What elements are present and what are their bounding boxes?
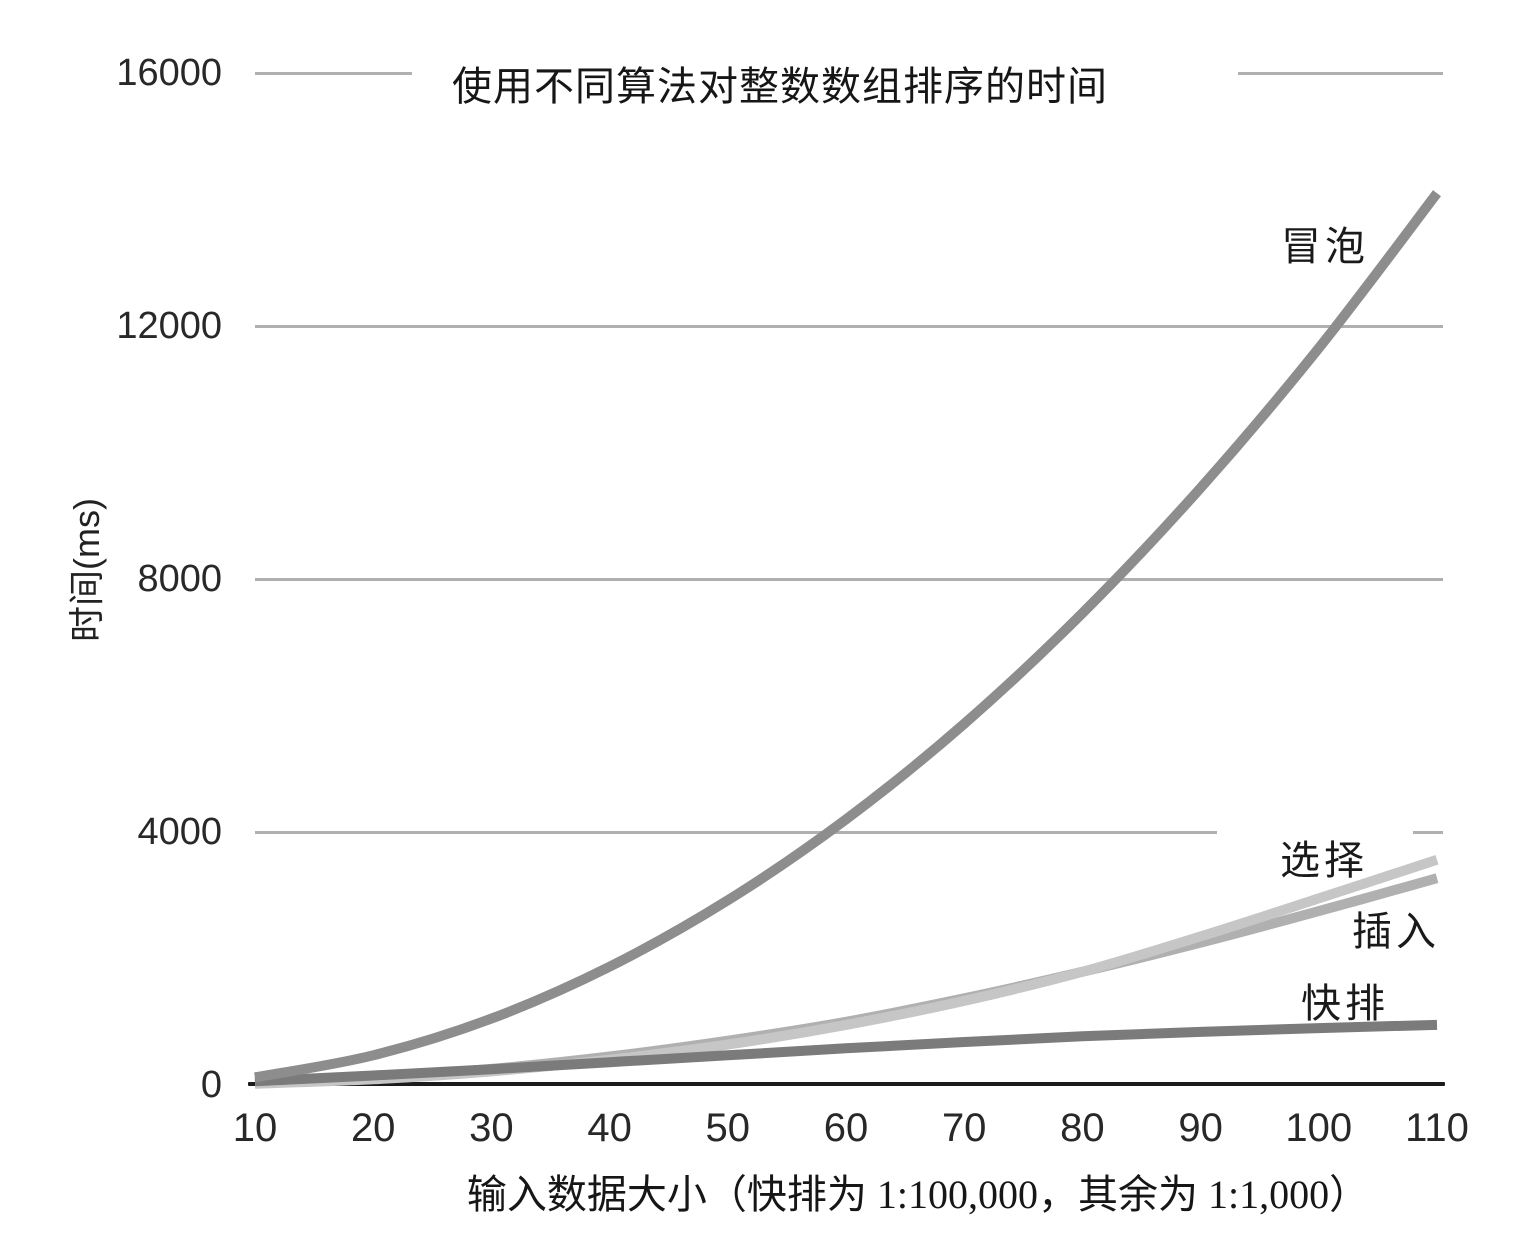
y-tick-label: 8000	[137, 558, 222, 600]
x-tick-label: 90	[1178, 1106, 1223, 1150]
series-line-bubble	[254, 190, 1441, 1083]
x-tick-label: 10	[232, 1106, 278, 1150]
x-axis-title: 输入数据大小（快排为 1:100,000，其余为 1:1,000）	[466, 1172, 1370, 1217]
y-tick-label: 0	[200, 1064, 222, 1106]
gridline-12000	[255, 324, 1443, 328]
x-tick-label: 110	[1405, 1106, 1469, 1150]
series-label-insertion: 插入	[1352, 909, 1440, 954]
x-tick-label: 70	[941, 1106, 987, 1150]
gridline-8000	[255, 577, 1443, 581]
y-tick-label: 16000	[116, 52, 222, 94]
y-tick-label: 12000	[116, 305, 222, 347]
series-label-quicksort: 快排	[1301, 981, 1389, 1026]
series-label-selection: 选择	[1280, 838, 1368, 883]
x-tick-label: 40	[587, 1106, 632, 1150]
x-tick-label: 30	[469, 1106, 514, 1150]
chart-title: 使用不同算法对整数数组排序的时间	[452, 64, 1108, 109]
x-tick-label: 80	[1060, 1106, 1105, 1150]
x-tick-label: 60	[823, 1106, 869, 1150]
x-tick-label: 100	[1285, 1106, 1353, 1150]
x-tick-label: 20	[350, 1106, 396, 1150]
x-axis-line	[248, 1082, 1445, 1086]
series-label-bubble: 冒泡	[1281, 224, 1369, 269]
gridline-4000	[255, 830, 1217, 834]
y-tick-label: 4000	[137, 811, 222, 853]
series-line-quicksort	[254, 1019, 1438, 1087]
x-tick-label: 50	[705, 1106, 751, 1150]
gridline-4000	[1413, 830, 1443, 834]
gridline-16000	[1238, 71, 1443, 75]
gridline-16000	[255, 71, 412, 75]
